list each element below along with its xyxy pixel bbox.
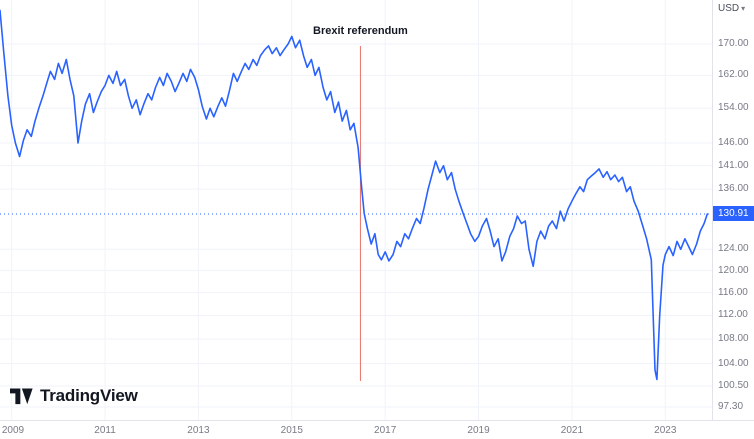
- time-axis-label: 2009: [1, 425, 25, 436]
- brexit-annotation-label[interactable]: Brexit referendum: [313, 25, 408, 37]
- chart-plot-area[interactable]: Brexit referendum TradingView: [0, 0, 712, 420]
- price-axis-label: 141.00: [718, 159, 749, 171]
- price-axis-label: 154.00: [718, 102, 749, 114]
- price-series-line: [0, 9, 709, 381]
- price-axis[interactable]: USD ▾ 170.00 162.00 154.00 146.00 141.00 136.…: [712, 0, 754, 420]
- price-axis-label: 112.00: [718, 309, 748, 321]
- price-axis-label: 97.30: [718, 401, 744, 412]
- chevron-down-icon: ▾: [741, 3, 746, 13]
- price-axis-label: 116.00: [718, 286, 748, 298]
- time-axis-label: 2017: [374, 425, 397, 436]
- tradingview-logo-icon: [10, 387, 33, 404]
- price-axis-label: 108.00: [718, 333, 749, 345]
- price-chart-svg: [0, 0, 712, 420]
- price-axis-label: 100.50: [718, 379, 749, 391]
- time-axis-label: 2011: [94, 425, 116, 436]
- time-axis-label: 2021: [560, 425, 584, 436]
- time-axis-label: 2019: [467, 425, 490, 436]
- time-axis-label: 2023: [654, 425, 677, 436]
- price-axis-label: 124.00: [718, 243, 749, 255]
- price-axis-label: 146.00: [718, 137, 749, 148]
- currency-unit-label: USD: [718, 3, 740, 14]
- tradingview-logo-text: TradingView: [40, 386, 138, 405]
- current-price-label: 130.91: [713, 205, 754, 221]
- price-axis-label: 136.00: [718, 183, 749, 195]
- gridlines: [0, 0, 712, 420]
- time-axis-label: 2015: [280, 425, 303, 436]
- currency-unit-selector[interactable]: USD ▾: [718, 3, 745, 14]
- time-axis-label: 2013: [187, 425, 210, 436]
- tradingview-logo[interactable]: TradingView: [10, 386, 138, 406]
- price-axis-label: 104.00: [718, 357, 749, 369]
- price-axis-label: 170.00: [718, 38, 749, 49]
- time-axis[interactable]: 2009 2011 2013 2015 2017 2019 2021 2023: [0, 420, 754, 439]
- price-axis-label: 120.00: [718, 264, 749, 276]
- price-axis-label: 162.00: [718, 69, 749, 81]
